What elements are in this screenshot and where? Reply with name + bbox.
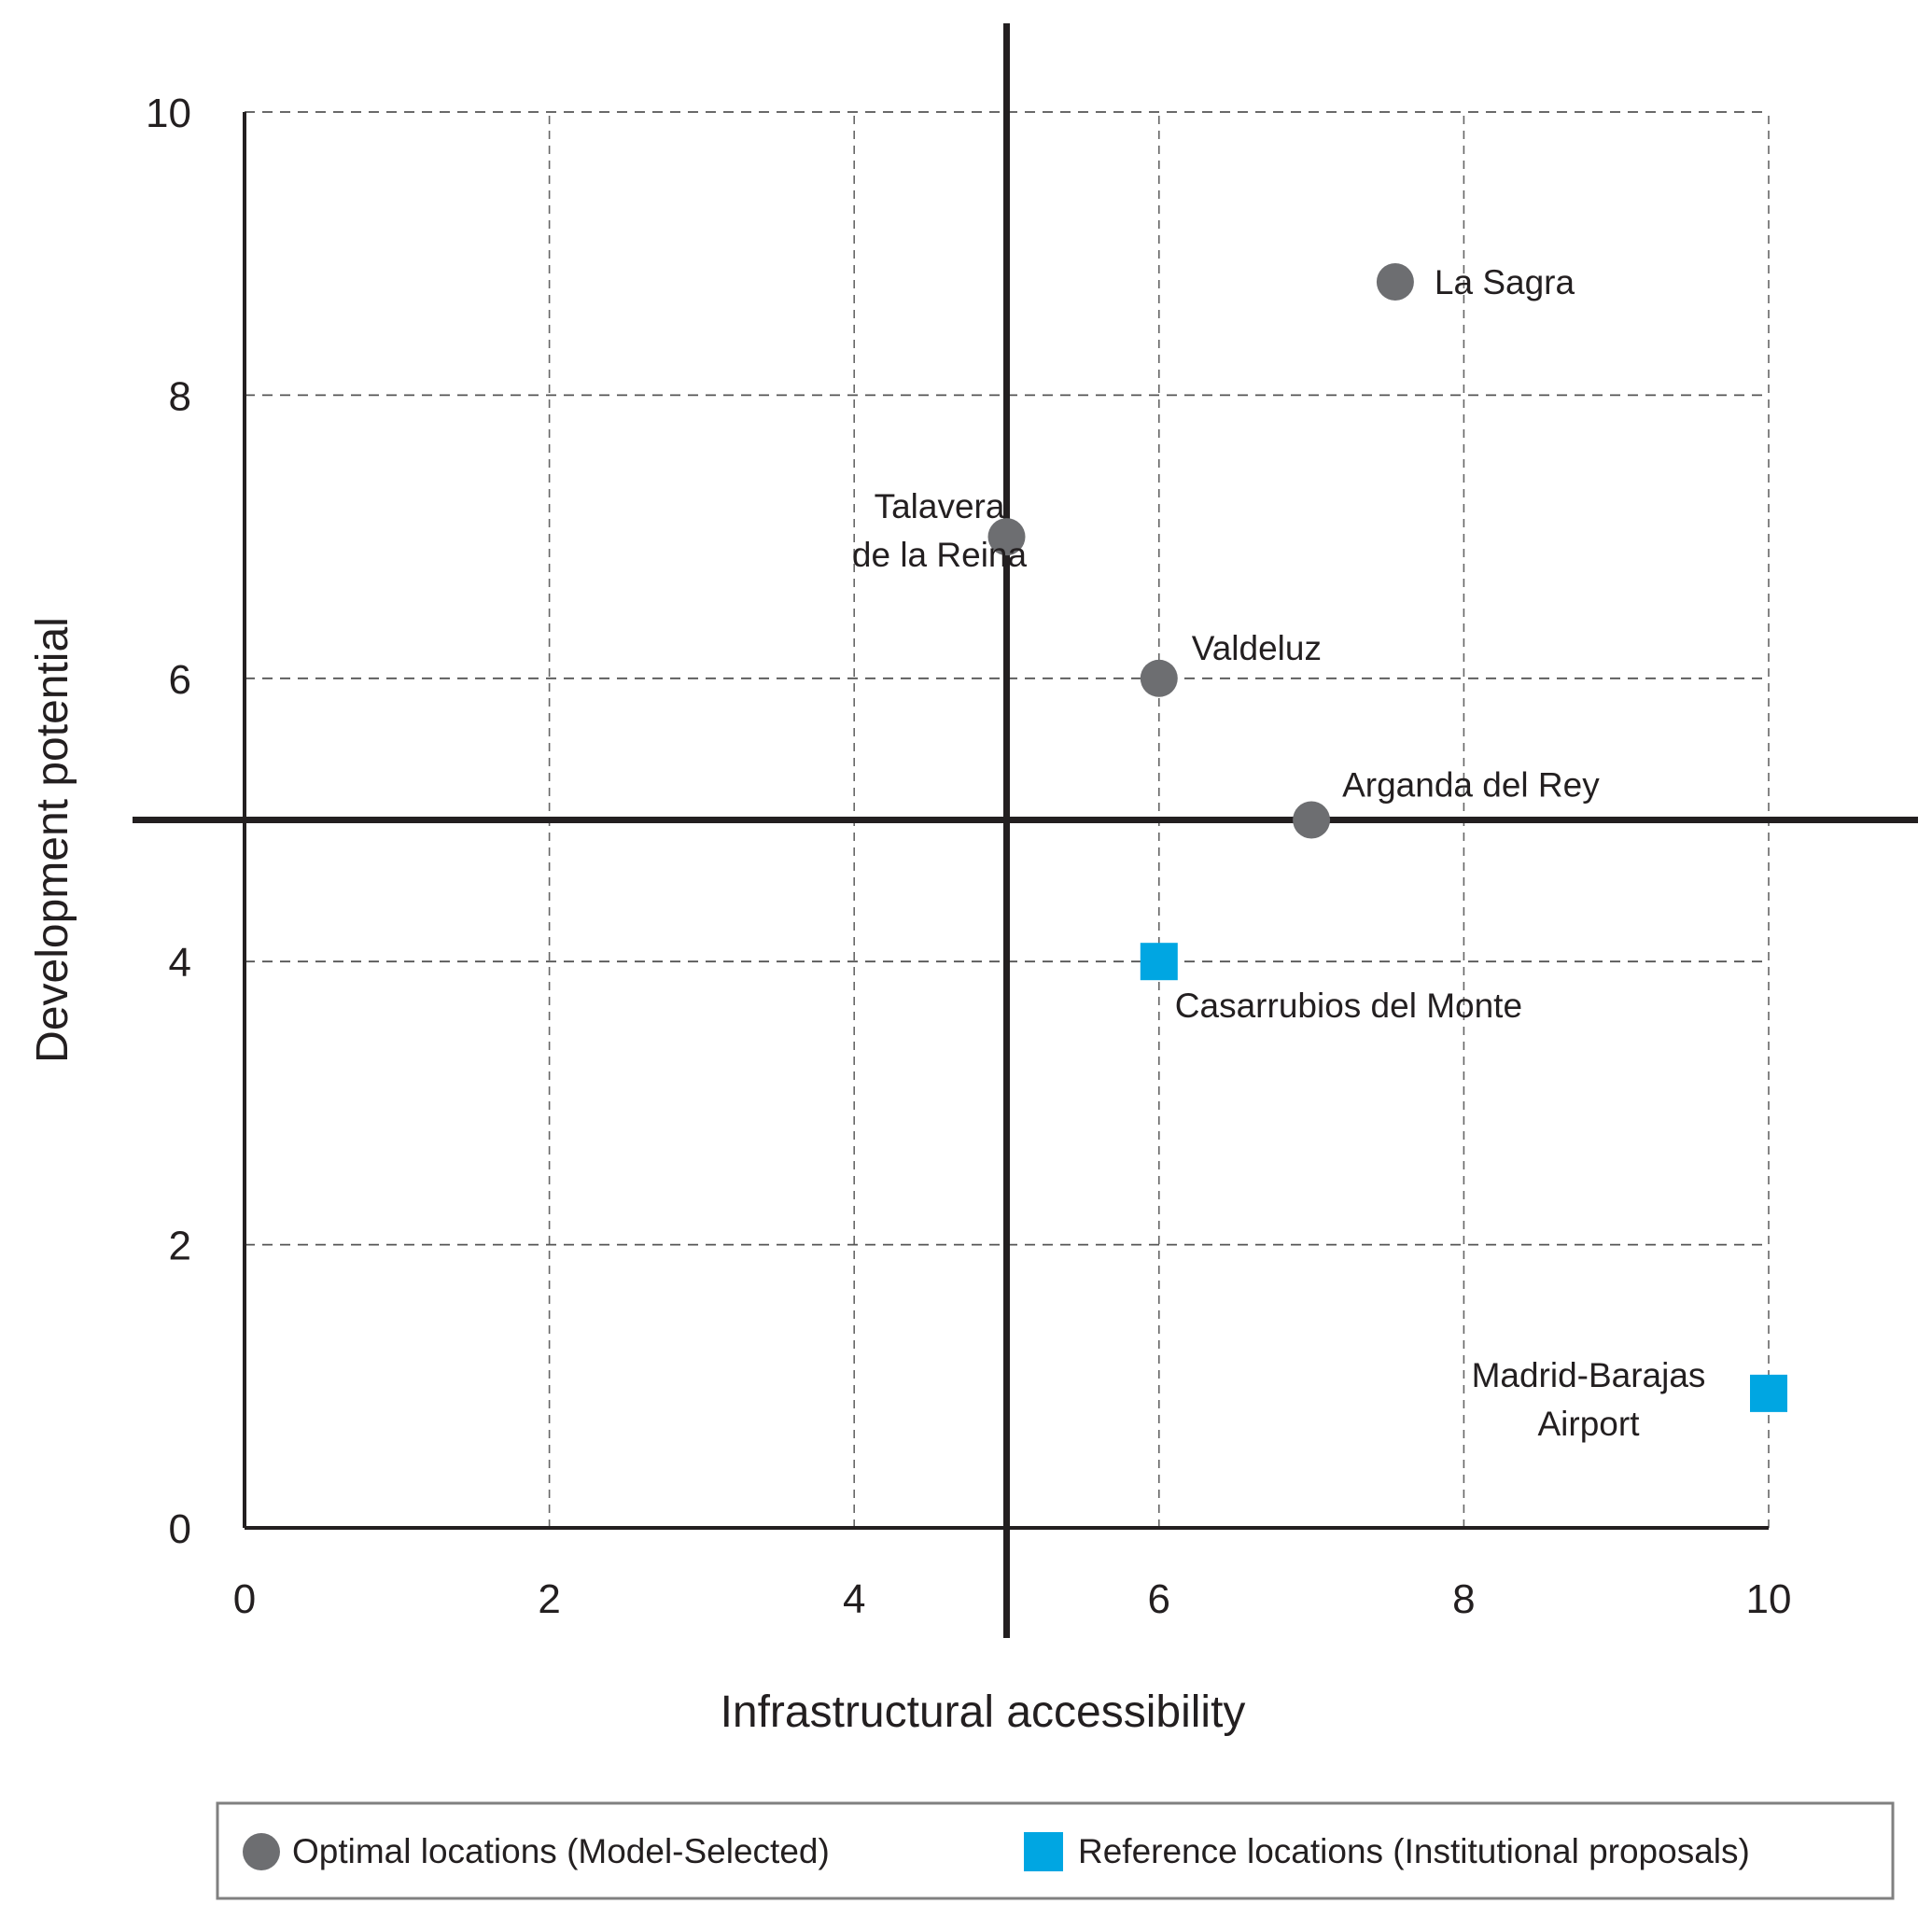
data-point-square [1140,943,1178,981]
tick-labels: 0 2 4 6 8 10 0 2 4 6 8 10 [146,91,1791,1622]
x-tick-label: 8 [1452,1576,1475,1622]
y-tick-label: 2 [169,1224,191,1269]
data-point-circle [1140,659,1178,697]
y-tick-label: 0 [169,1506,191,1552]
x-axis-title: Infrastructural accessibility [721,1687,1246,1737]
legend-circle-marker [243,1833,280,1870]
y-tick-label: 6 [169,657,191,703]
data-points: La Sagra Talavera de la Reina Valdeluz Argan… [852,263,1787,1443]
y-axis-title: Development potential [28,617,77,1063]
data-point-circle [987,518,1026,556]
legend: Optimal locations (Model-Selected) Refer… [216,1801,1895,1900]
data-point-label: Arganda del Rey [1342,766,1600,805]
x-tick-label: 10 [1746,1576,1792,1622]
y-tick-label: 8 [169,373,191,419]
legend-label-reference: Reference locations (Institutional propo… [1078,1832,1750,1870]
y-tick-label: 10 [146,91,191,136]
data-point-circle [1293,801,1331,839]
y-tick-label: 4 [169,940,191,986]
x-tick-label: 6 [1148,1576,1170,1622]
data-point-label: Madrid-Barajas [1472,1356,1706,1394]
data-point-label: Airport [1538,1405,1641,1443]
x-tick-label: 4 [843,1576,865,1622]
data-point-square [1750,1374,1787,1412]
x-tick-label: 2 [538,1576,560,1622]
data-point-circle [1376,263,1414,301]
legend-label-optimal: Optimal locations (Model-Selected) [292,1832,830,1870]
x-tick-label: 0 [233,1576,256,1622]
data-point-label: Casarrubios del Monte [1175,987,1522,1025]
data-point-label: de la Reina [852,536,1028,574]
legend-square-marker [1024,1832,1063,1871]
data-point-label: Valdeluz [1192,629,1322,667]
data-point-label: La Sagra [1435,263,1575,301]
data-point-label: Talavera [875,487,1005,525]
axes [133,23,1918,1638]
